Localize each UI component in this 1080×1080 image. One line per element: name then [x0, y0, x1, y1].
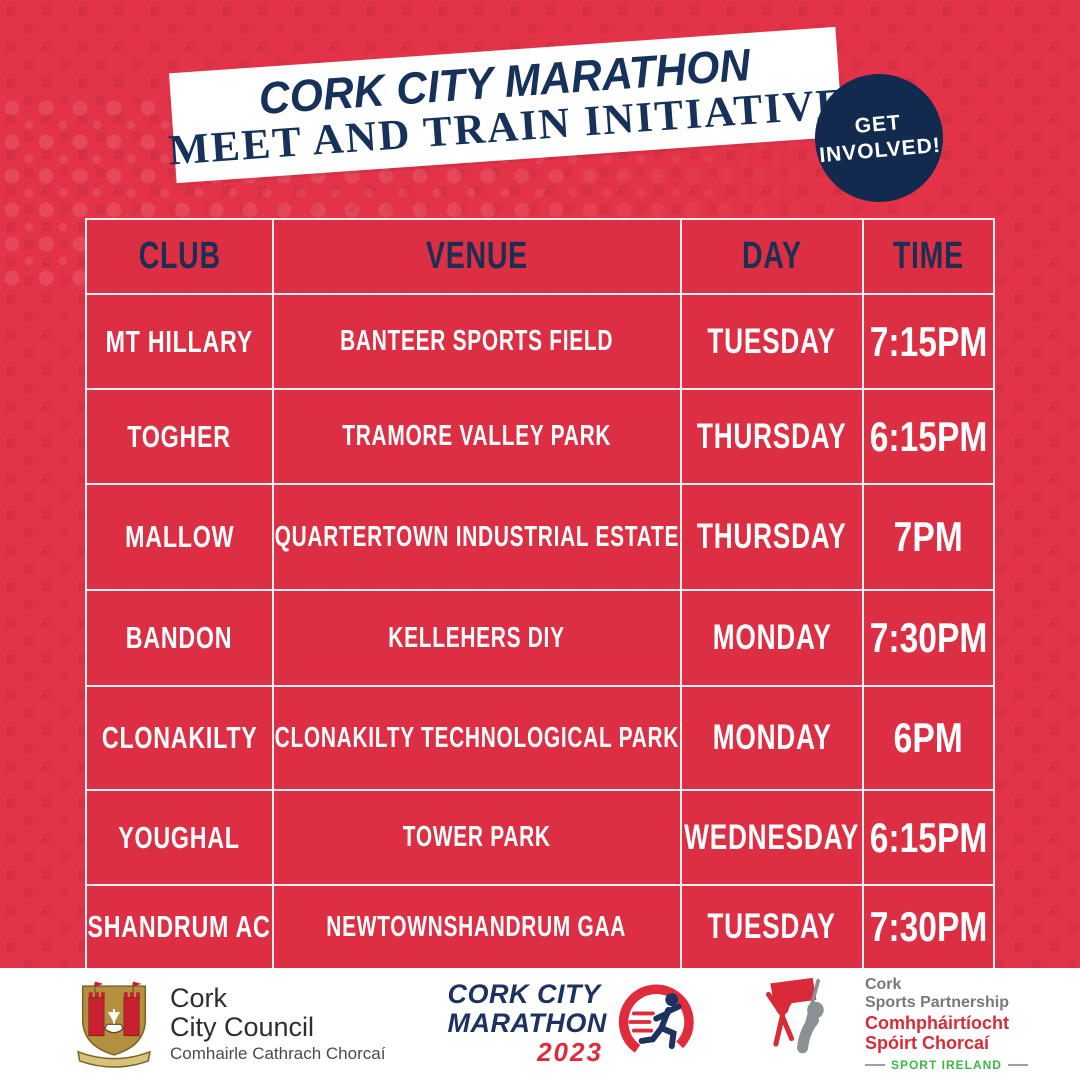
venue-cell: QUARTERTOWN INDUSTRIAL ESTATE: [273, 485, 680, 589]
club-cell: TOGHER: [87, 390, 272, 483]
csp-line3: Comhpháirtíocht: [864, 1012, 1009, 1033]
cork-city-council-logo: Cork City Council Comhairle Cathrach Cho…: [72, 975, 385, 1074]
sports-partnership-figures-icon: [763, 976, 855, 1073]
marathon-logo-text: CORK CITY MARATHON 2023: [447, 980, 606, 1067]
dash-decoration: [1007, 1064, 1028, 1067]
header-venue: VENUE: [273, 220, 680, 293]
club-cell: BANDON: [87, 591, 272, 685]
header-day: DAY: [681, 220, 863, 293]
marathon-runner-icon: [615, 979, 701, 1070]
time-cell: 7PM: [864, 485, 993, 589]
time-cell: 7:15PM: [864, 295, 993, 388]
day-cell: MONDAY: [681, 591, 863, 685]
day-cell: THURSDAY: [681, 390, 863, 483]
time-cell: 7:30PM: [864, 886, 993, 968]
badge-text-line1: GET: [853, 110, 902, 138]
csp-line2: Sports Partnership: [864, 994, 1009, 1012]
council-subtitle: Comhairle Cathrach Chorcaí: [170, 1044, 386, 1064]
venue-cell: BANTEER SPORTS FIELD: [273, 295, 680, 388]
venue-cell: TRAMORE VALLEY PARK: [273, 390, 680, 483]
day-cell: TUESDAY: [681, 886, 863, 968]
marathon-year: 2023: [537, 1036, 603, 1067]
time-cell: 7:30PM: [864, 591, 993, 685]
cork-city-council-crest-icon: [72, 975, 156, 1074]
council-name-line2: City Council: [170, 1012, 315, 1042]
club-cell: MT HILLARY: [87, 295, 272, 388]
time-cell: 6PM: [864, 687, 993, 789]
cork-city-council-text: Cork City Council Comhairle Cathrach Cho…: [170, 982, 386, 1064]
sports-partnership-text: Cork Sports Partnership Comhpháirtíocht …: [864, 975, 1028, 1073]
time-cell: 6:15PM: [864, 791, 993, 884]
venue-cell: CLONAKILTY TECHNOLOGICAL PARK: [273, 687, 680, 789]
club-cell: YOUGHAL: [87, 791, 272, 884]
day-cell: MONDAY: [681, 687, 863, 789]
venue-cell: NEWTOWNSHANDRUM GAA: [273, 886, 680, 968]
badge-text-line2: INVOLVED!: [818, 133, 942, 168]
schedule-table: CLUB VENUE DAY TIME MT HILLARY BANTEER S…: [85, 218, 995, 968]
sport-ireland-mark: SPORT IRELAND: [864, 1058, 1028, 1073]
header-club: CLUB: [87, 220, 272, 293]
marathon-text-line2: MARATHON: [447, 1007, 607, 1038]
header-time: TIME: [864, 220, 993, 293]
venue-cell: TOWER PARK: [273, 791, 680, 884]
day-cell: TUESDAY: [681, 295, 863, 388]
venue-cell: KELLEHERS DIY: [273, 591, 680, 685]
footer-logo-bar: Cork City Council Comhairle Cathrach Cho…: [0, 968, 1080, 1080]
marathon-text-line1: CORK CITY: [447, 979, 601, 1010]
dash-decoration: [864, 1064, 885, 1067]
day-cell: THURSDAY: [681, 485, 863, 589]
csp-line1: Cork: [864, 975, 902, 993]
cork-sports-partnership-logo: Cork Sports Partnership Comhpháirtíocht …: [763, 976, 1028, 1073]
club-cell: MALLOW: [87, 485, 272, 589]
time-cell: 6:15PM: [864, 390, 993, 483]
cork-city-marathon-logo: CORK CITY MARATHON 2023: [447, 979, 700, 1070]
club-cell: SHANDRUM AC: [87, 886, 272, 968]
day-cell: WEDNESDAY: [681, 791, 863, 884]
club-cell: CLONAKILTY: [87, 687, 272, 789]
sport-ireland-label: SPORT IRELAND: [890, 1058, 1002, 1073]
council-name-line1: Cork: [170, 982, 228, 1013]
csp-line4: Spóirt Chorcaí: [864, 1033, 989, 1054]
